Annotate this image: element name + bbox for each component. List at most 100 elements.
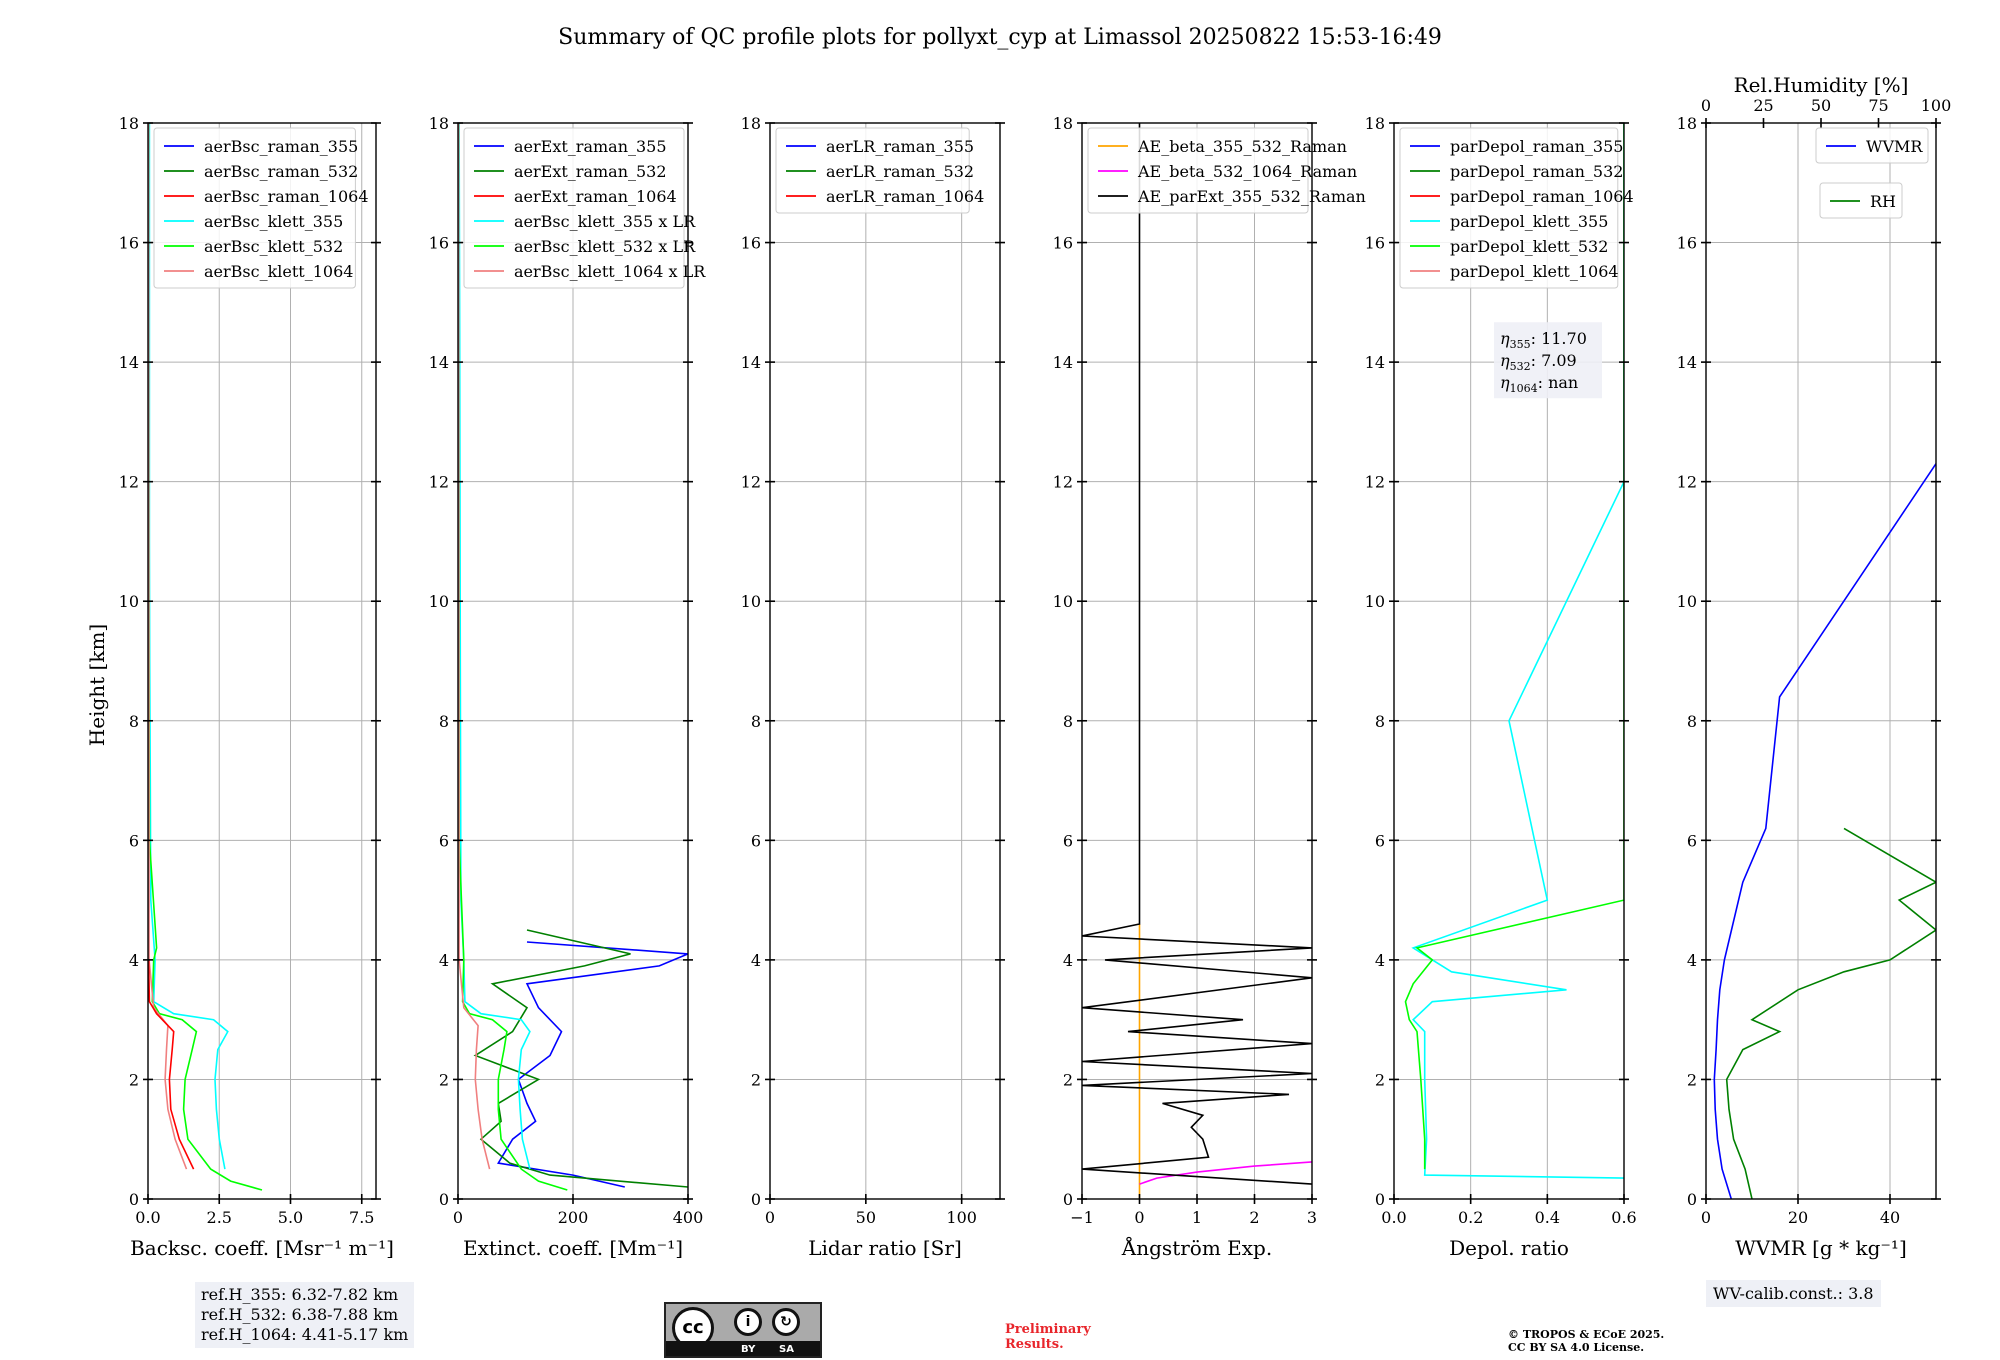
top-x-tick-label: 75 [1868,96,1888,115]
preliminary-line-1: Preliminary [1005,1322,1091,1337]
y-tick-label: 6 [1375,831,1385,850]
y-tick-label: 16 [1053,234,1073,253]
series-line-aerbsc-klett-532-x-lr [458,123,568,1191]
series-line-aerbsc-klett-355-x-lr [458,123,531,1170]
y-tick-label: 0 [439,1190,449,1209]
y-tick-label: 0 [1063,1190,1073,1209]
y-tick-label: 12 [429,473,449,492]
x-tick-label: 40 [1880,1208,1900,1227]
panel-lr: 0 2 4 6 8 10 12 14 16 18 0 50 100 Lidar ratio [Sr] aer… [741,114,1005,1260]
y-tick-label: 14 [1053,353,1073,372]
y-tick-label: 2 [751,1070,761,1089]
y-tick-label: 6 [1063,831,1073,850]
y-tick-label: 16 [741,234,761,253]
legend-entry: aerLR_raman_1064 [826,187,984,206]
y-tick-label: 4 [751,951,761,970]
x-tick-label: 0 [1701,1208,1711,1227]
top-x-tick-label: 100 [1921,96,1952,115]
legend-entry: aerBsc_klett_532 x LR [514,237,696,256]
eta-355: η355: 11.70 [1500,329,1587,351]
y-tick-label: 8 [1687,712,1697,731]
y-tick-label: 12 [1365,473,1385,492]
legend-entry: parDepol_klett_532 [1450,237,1608,256]
y-tick-label: 2 [129,1070,139,1089]
series-line-aerbsc-raman-1064 [148,959,195,1170]
y-tick-label: 2 [1063,1070,1073,1089]
y-tick-label: 4 [1687,951,1697,970]
legend-entry: aerLR_raman_355 [826,137,974,156]
y-tick-label: 6 [129,831,139,850]
y-tick-label: 18 [1365,114,1385,133]
refh-1064: ref.H_1064: 4.41-5.17 km [201,1325,409,1344]
eta-532: η532: 7.09 [1500,351,1577,373]
y-tick-label: 16 [1677,234,1697,253]
x-tick-label: 0.6 [1611,1208,1636,1227]
x-tick-label: 200 [558,1208,589,1227]
legend-entry: aerBsc_raman_1064 [204,187,369,206]
series-line-ae-beta-532-1064-raman [1139,1161,1312,1185]
legend-entry: aerBsc_raman_355 [204,137,358,156]
legend-entry: aerBsc_klett_355 [204,212,343,231]
legend-entry: aerBsc_raman_532 [204,162,358,181]
legend-entry: parDepol_raman_532 [1450,162,1623,181]
legend-dep [1399,127,1619,289]
legend-bsc [153,127,356,289]
y-tick-label: 0 [129,1190,139,1209]
y-tick-label: 6 [1687,831,1697,850]
x-tick-label: −1 [1070,1208,1094,1227]
y-tick-label: 8 [439,712,449,731]
legend-entry: parDepol_raman_355 [1450,137,1623,156]
x-tick-label: 0 [765,1208,775,1227]
wv-calibration-constant: WV-calib.const.: 3.8 [1706,1280,1881,1307]
y-tick-label: 10 [119,592,139,611]
y-tick-label: 18 [741,114,761,133]
y-tick-label: 14 [119,353,139,372]
y-tick-label: 2 [1687,1070,1697,1089]
preliminary-line-2: Results. [1005,1337,1064,1352]
x-tick-label: 20 [1788,1208,1808,1227]
panel-ext: 0 2 4 6 8 10 12 14 16 18 0 200 400 Extinct. coeff. [M… [429,114,707,1260]
legend-entry: WVMR [1866,137,1923,156]
legend-entry: aerExt_raman_355 [514,137,667,156]
legend-entry: AE_beta_532_1064_Raman [1137,162,1357,181]
legend-entry: aerBsc_klett_1064 [204,262,353,281]
series-line-pardepol-klett-532 [1404,123,1624,1170]
top-x-tick-label: 25 [1753,96,1773,115]
legend-ae [1087,127,1309,214]
y-tick-label: 14 [429,353,449,372]
y-tick-label: 8 [129,712,139,731]
series-line-ae-parext-355-532-raman [1082,123,1312,1185]
y-tick-label: 18 [119,114,139,133]
series-line-rh [1725,827,1936,1199]
preliminary-note: Preliminary Results. [1005,1322,1091,1352]
copyright-note: © TROPOS & ECoE 2025. CC BY SA 4.0 Licen… [1508,1328,1664,1354]
y-tick-label: 14 [1365,353,1385,372]
y-tick-label: 16 [1365,234,1385,253]
top-x-tick-label: 0 [1701,96,1711,115]
x-axis-label-bsc: Backsc. coeff. [Msr⁻¹ m⁻¹] [130,1236,394,1260]
y-tick-label: 16 [119,234,139,253]
y-tick-label: 4 [439,951,449,970]
refh-355: ref.H_355: 6.32-7.82 km [201,1285,399,1304]
legend-entry: aerExt_raman_532 [514,162,667,181]
panel-dep: 0 2 4 6 8 10 12 14 16 18 0.0 0.2 0.4 0.6 Depol. ratio p… [1365,114,1637,1260]
series-group-bsc [148,123,263,1191]
by-icon: i [734,1308,762,1336]
series-line-aerext-raman-355 [497,941,688,1188]
legend-entry: aerExt_raman_1064 [514,187,677,206]
series-line-aerbsc-klett-1064-x-lr [458,123,491,1170]
y-tick-label: 4 [129,951,139,970]
y-tick-label: 4 [1063,951,1073,970]
legend-lr [775,127,970,214]
y-tick-label: 10 [429,592,449,611]
series-group-dep [1404,123,1624,1179]
legend-entry: aerLR_raman_532 [826,162,974,181]
legend-wvmr [1815,127,1929,164]
panel-bsc: 0 2 4 6 8 10 12 14 16 18 0.0 2.5 5.0 7.5 Backsc. coeff… [119,114,394,1260]
y-tick-label: 8 [751,712,761,731]
y-tick-label: 12 [119,473,139,492]
y-tick-label: 16 [429,234,449,253]
